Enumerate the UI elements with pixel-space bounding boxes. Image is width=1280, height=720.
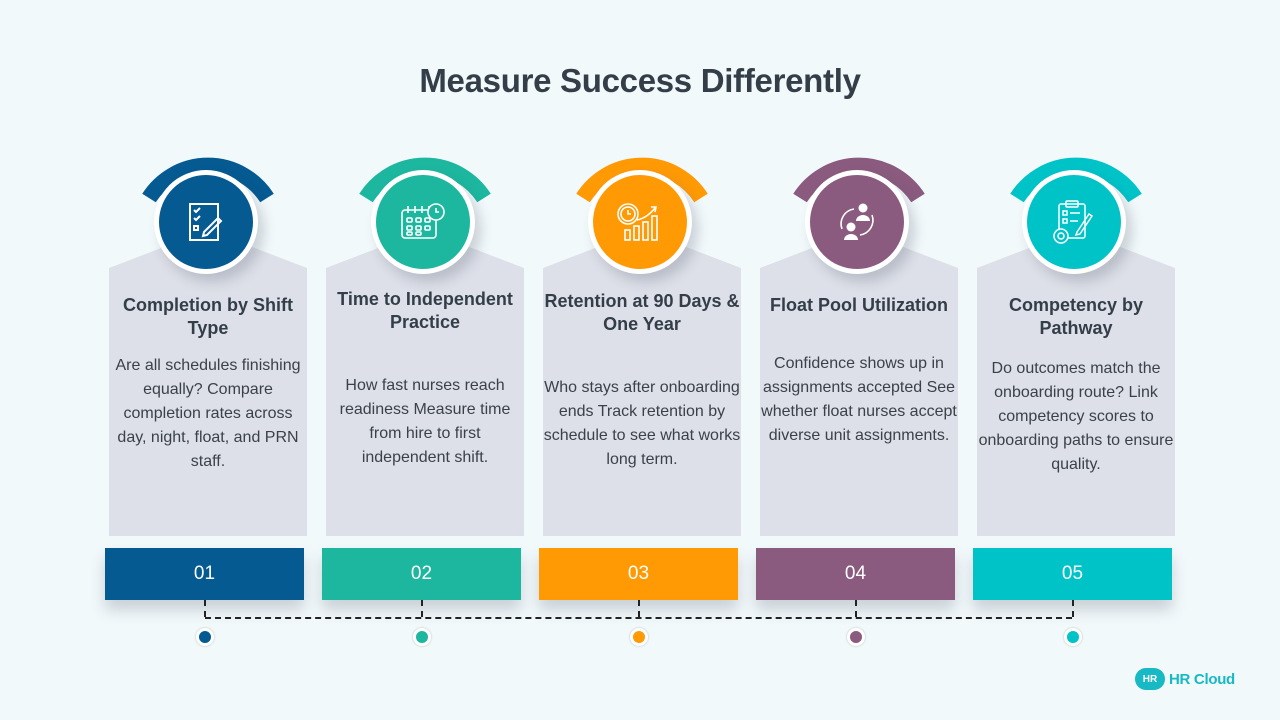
step-number: 02 [322, 548, 521, 600]
step-card [977, 230, 1175, 536]
decorative-arc [793, 157, 925, 203]
step-card [326, 230, 524, 536]
step-column-3: Retention at 90 Days & One Year Who stay… [534, 140, 754, 660]
icon-badge [588, 170, 692, 274]
cloud-logo-icon: HR [1135, 668, 1165, 690]
step-title: Float Pool Utilization [770, 295, 948, 315]
people-exchange-icon [840, 203, 874, 240]
step-title: Completion by Shift Type [123, 295, 293, 338]
decorative-arc [142, 157, 274, 203]
timeline-dot [847, 628, 865, 646]
icon-badge [1022, 170, 1126, 274]
step-description: Do outcomes match the onboarding route? … [978, 360, 1174, 473]
timeline-dot [196, 628, 214, 646]
calendar-clock-icon [401, 203, 445, 239]
step-number: 04 [756, 548, 955, 600]
step-title: Retention at 90 Days & One Year [544, 291, 740, 334]
timeline-dot [413, 628, 431, 646]
connector-stem [855, 600, 857, 617]
step-description: Are all schedules finishing equally? Com… [115, 357, 301, 470]
step-title: Time to Independent Practice [337, 289, 513, 332]
timeline-dot [630, 628, 648, 646]
step-number: 01 [105, 548, 304, 600]
timeline-connector [205, 617, 1072, 619]
connector-stem [638, 600, 640, 617]
step-description: How fast nurses reach readiness Measure … [339, 377, 511, 466]
step-number: 03 [539, 548, 738, 600]
step-card [760, 230, 958, 536]
connector-stem [421, 600, 423, 617]
step-card [109, 230, 307, 536]
icon-badge [371, 170, 475, 274]
step-description: Confidence shows up in assignments accep… [761, 355, 957, 444]
step-column-1: Completion by Shift Type Are all schedul… [100, 140, 320, 660]
decorative-arc [576, 157, 708, 203]
decorative-arc [359, 157, 491, 203]
step-description: Who stays after onboarding ends Track re… [543, 379, 741, 468]
clipboard-competency-icon [1053, 200, 1094, 244]
timeline-dot [1064, 628, 1082, 646]
page-title: Measure Success Differently [419, 62, 861, 99]
step-column-4: Float Pool Utilization Confidence shows … [751, 140, 971, 660]
checklist-pencil-icon [189, 203, 223, 241]
icon-badge [154, 170, 258, 274]
decorative-arc [1010, 157, 1142, 203]
step-column-2: Time to Independent Practice How fast nu… [317, 140, 537, 660]
step-column-5: Competency by Pathway Do outcomes match … [968, 140, 1188, 660]
clock-growth-chart-icon [617, 203, 658, 241]
step-title: Competency by Pathway [1008, 295, 1144, 338]
icon-badge [805, 170, 909, 274]
connector-stem [204, 600, 206, 617]
logo-text: HR Cloud [1169, 670, 1235, 688]
step-number: 05 [973, 548, 1172, 600]
connector-stem [1072, 600, 1074, 617]
hr-cloud-logo: HR HR Cloud [1135, 668, 1235, 690]
step-card [543, 230, 741, 536]
